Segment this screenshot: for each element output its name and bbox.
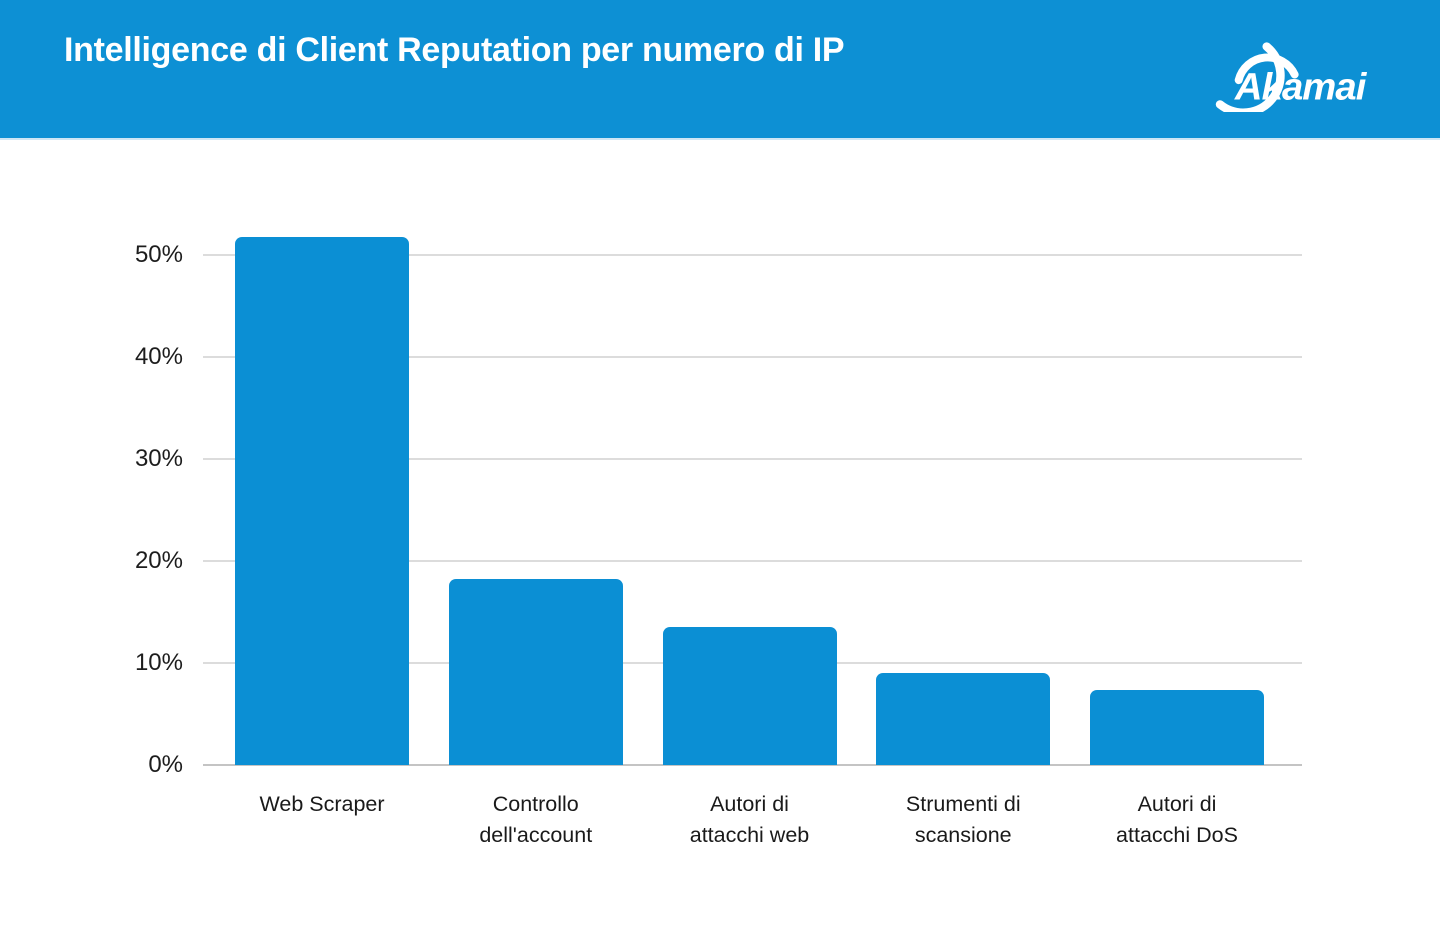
gridline-30%: [203, 458, 1302, 460]
gridline-20%: [203, 560, 1302, 562]
gridline-50%: [203, 254, 1302, 256]
x-axis-label-autori-di-attacchi-dos: Autori di attacchi DoS: [1066, 789, 1288, 851]
x-axis-label-line: attacchi web: [689, 823, 810, 847]
x-axis-label-line: Controllo: [492, 792, 579, 816]
x-axis-label-line: Autori di: [1137, 792, 1217, 816]
x-axis-label-line: Autori di: [710, 792, 789, 816]
akamai-logo: Akamai: [1215, 42, 1369, 112]
bar-strumenti-di-scansione: [876, 673, 1051, 765]
bar-autori-di-attacchi-web: [662, 627, 837, 765]
logo-swoosh-inner-arc: [1234, 53, 1299, 85]
x-axis-label-autori-di-attacchi-web: Autori di attacchi web: [639, 789, 861, 851]
x-axis-label-controllo-dell-account: Controllo dell'account: [425, 789, 647, 851]
logo-wordmark: Akamai: [1234, 66, 1368, 109]
x-axis-baseline: [203, 764, 1302, 766]
x-axis-label-line: Web Scraper: [259, 792, 385, 816]
gridline-40%: [203, 356, 1302, 358]
x-axis-label-line: attacchi DoS: [1116, 823, 1238, 847]
y-axis-tick-label: 20%: [134, 547, 183, 574]
y-axis-tick-label: 40%: [134, 343, 183, 370]
y-axis-tick-label: 50%: [134, 241, 183, 268]
x-axis-label-strumenti-di-scansione: Strumenti di scansione: [852, 789, 1074, 851]
y-axis-tick-label: 30%: [134, 445, 183, 472]
x-axis-label-line: scansione: [914, 823, 1012, 847]
y-axis-tick-label: 0%: [148, 751, 183, 778]
bar-chart: 0% 10% 20% 30% 40% 50% Web Scraper Controllo del…: [0, 140, 1440, 925]
page-title: Intelligence di Client Reputation per nu…: [64, 31, 845, 69]
y-axis-tick-label: 10%: [134, 649, 183, 676]
header-band: Intelligence di Client Reputation per nu…: [0, 0, 1440, 140]
x-axis-label-line: Strumenti di: [905, 792, 1021, 816]
plot-area: 0% 10% 20% 30% 40% 50% Web Scraper Controllo del…: [135, 204, 1302, 847]
bar-autori-di-attacchi-dos: [1090, 689, 1264, 765]
x-axis-label-web-scraper: Web Scraper: [211, 789, 433, 820]
x-axis-label-line: dell'account: [479, 823, 593, 847]
bar-controllo-dell-account: [448, 579, 623, 765]
bar-web-scraper: [235, 236, 409, 765]
